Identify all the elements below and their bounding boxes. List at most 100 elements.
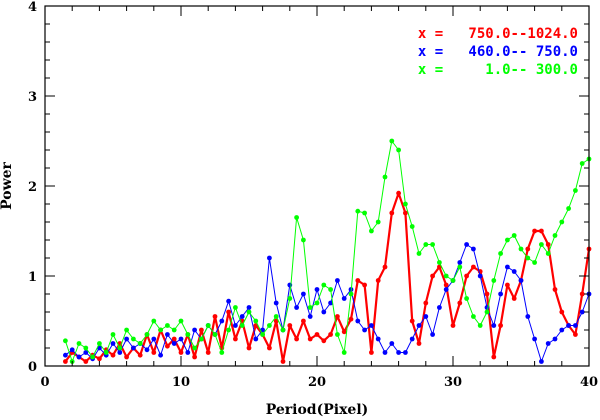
series-0-point bbox=[165, 343, 170, 349]
series-1-point bbox=[294, 305, 299, 310]
series-2-point bbox=[484, 309, 490, 315]
series-0-point bbox=[294, 336, 299, 342]
series-0-point bbox=[63, 359, 68, 364]
series-0-point bbox=[443, 282, 449, 288]
series-2-point bbox=[185, 332, 191, 337]
series-0-point bbox=[83, 359, 89, 364]
series-0-point bbox=[579, 291, 585, 297]
series-2-point bbox=[348, 291, 354, 297]
series-0-point bbox=[355, 278, 361, 283]
series-2-point bbox=[518, 246, 524, 252]
series-0-point bbox=[545, 242, 551, 247]
legend-entry: x = 460.0-- 750.0 bbox=[418, 44, 578, 60]
series-1-point bbox=[273, 300, 279, 306]
series-2-point bbox=[117, 345, 123, 351]
series-0-point bbox=[430, 273, 435, 279]
series-2-point bbox=[219, 350, 225, 355]
y-tick-label: 4 bbox=[28, 0, 37, 15]
series-1-point bbox=[267, 255, 272, 261]
series-0-point bbox=[171, 336, 177, 342]
series-1-point bbox=[83, 350, 89, 355]
series-0-point bbox=[403, 210, 408, 216]
series-layer bbox=[63, 138, 592, 364]
series-2-point bbox=[137, 341, 143, 346]
x-tick-label: 10 bbox=[172, 375, 190, 390]
x-tick-label: 0 bbox=[40, 375, 49, 390]
series-2-point bbox=[362, 210, 367, 216]
series-1-point bbox=[423, 314, 429, 319]
series-0-point bbox=[505, 282, 510, 288]
series-2-point bbox=[233, 305, 238, 310]
series-1-point bbox=[382, 350, 388, 355]
series-1-point bbox=[416, 323, 422, 328]
series-2-point bbox=[511, 233, 517, 238]
series-0-point bbox=[199, 327, 204, 333]
legend-entry: x = 1.0-- 300.0 bbox=[418, 62, 578, 78]
series-2-point bbox=[375, 219, 381, 225]
series-1-point bbox=[443, 287, 449, 292]
series-2-point bbox=[90, 354, 95, 360]
series-2-point bbox=[97, 341, 102, 346]
series-2 bbox=[63, 138, 592, 364]
series-2-point bbox=[110, 332, 116, 337]
series-2-point bbox=[76, 341, 82, 346]
series-0-point bbox=[457, 300, 463, 306]
series-2-point bbox=[389, 138, 395, 144]
series-2-point bbox=[307, 305, 313, 310]
series-2-point bbox=[539, 242, 544, 247]
series-2-point bbox=[131, 336, 136, 342]
series-1-point bbox=[573, 323, 578, 328]
series-0-point bbox=[226, 309, 232, 315]
ticks-layer bbox=[44, 5, 590, 367]
series-2-point bbox=[301, 237, 306, 243]
series-2-point bbox=[566, 206, 571, 211]
series-1-point bbox=[355, 318, 361, 324]
series-0-point bbox=[233, 336, 238, 342]
series-1-point bbox=[532, 336, 537, 342]
series-0-point bbox=[151, 350, 157, 355]
series-0-point bbox=[280, 359, 286, 364]
series-2-line bbox=[64, 140, 590, 362]
series-2-point bbox=[144, 332, 150, 337]
series-2-point bbox=[491, 278, 497, 283]
series-0-point bbox=[491, 354, 497, 360]
series-2-point bbox=[403, 201, 408, 207]
series-1-point bbox=[328, 300, 333, 306]
series-0-point bbox=[423, 300, 429, 306]
series-0-point bbox=[137, 352, 143, 358]
series-2-point bbox=[294, 215, 299, 220]
series-1-point bbox=[579, 309, 585, 315]
series-1-point bbox=[307, 314, 313, 319]
series-1-point bbox=[335, 278, 340, 283]
series-2-point bbox=[464, 296, 469, 301]
series-1-point bbox=[110, 341, 116, 346]
tick-labels-layer: 0 10 20 30 40 0 1 2 3 4 bbox=[28, 0, 598, 390]
series-2-point bbox=[396, 147, 401, 153]
series-1-point bbox=[76, 354, 82, 360]
series-1-point bbox=[185, 350, 191, 355]
series-1-point bbox=[192, 327, 198, 333]
series-1-point bbox=[239, 314, 245, 319]
series-0-point bbox=[205, 350, 211, 355]
legend-entry: x = 750.0--1024.0 bbox=[418, 26, 578, 42]
series-2-point bbox=[212, 332, 218, 337]
series-2-point bbox=[260, 332, 265, 337]
series-1-point bbox=[559, 327, 565, 333]
series-1-point bbox=[511, 269, 517, 274]
y-tick-label: 0 bbox=[28, 360, 37, 375]
series-2-point bbox=[573, 188, 578, 193]
series-1-point bbox=[314, 287, 320, 292]
series-2-point bbox=[369, 228, 374, 234]
series-0-point bbox=[328, 332, 333, 337]
series-1-point bbox=[437, 305, 442, 310]
series-0-point bbox=[532, 228, 537, 234]
series-1-point bbox=[498, 291, 503, 297]
series-2-point bbox=[328, 287, 333, 292]
series-2-point bbox=[552, 233, 558, 238]
series-2-point bbox=[443, 273, 449, 279]
series-1-point bbox=[63, 352, 68, 358]
series-2-point bbox=[151, 318, 157, 324]
series-0-point bbox=[341, 329, 347, 335]
series-0-point bbox=[484, 291, 490, 297]
